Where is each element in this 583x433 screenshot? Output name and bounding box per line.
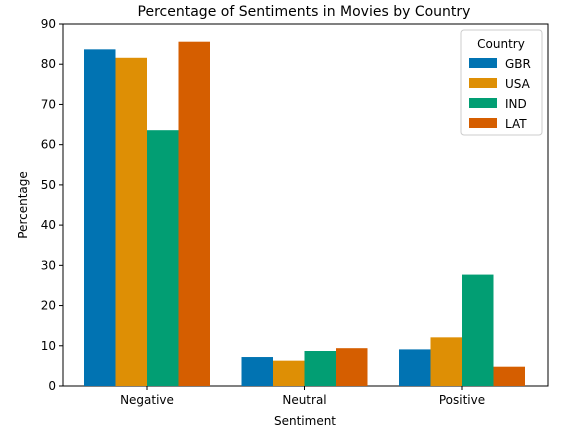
y-axis: 0 10 20 30 40 50 60 70 80 90 bbox=[41, 17, 63, 393]
x-axis: Negative Neutral Positive bbox=[120, 386, 485, 407]
bar-ind-positive bbox=[462, 274, 494, 386]
x-tick-label: Negative bbox=[120, 393, 174, 407]
legend-label-lat: LAT bbox=[505, 117, 527, 131]
y-axis-label: Percentage bbox=[16, 171, 30, 239]
bar-usa-neutral bbox=[273, 360, 305, 386]
plot-area: 0 10 20 30 40 50 60 70 80 90 Negative Neutral Posit… bbox=[41, 17, 549, 407]
legend-swatch-usa bbox=[469, 78, 497, 88]
y-tick-label: 70 bbox=[41, 97, 56, 111]
legend-swatch-lat bbox=[469, 118, 497, 128]
legend-swatch-gbr bbox=[469, 58, 497, 68]
legend-title: Country bbox=[477, 37, 525, 51]
legend-swatch-ind bbox=[469, 98, 497, 108]
bar-lat-negative bbox=[178, 41, 210, 386]
legend-box bbox=[460, 29, 543, 136]
legend-label-usa: USA bbox=[505, 77, 531, 91]
bar-ind-neutral bbox=[304, 351, 336, 386]
bar-usa-negative bbox=[115, 57, 147, 386]
chart-title: Percentage of Sentiments in Movies by Co… bbox=[138, 4, 471, 20]
y-tick-label: 30 bbox=[41, 258, 56, 272]
legend: Country GBR USA IND LAT bbox=[460, 29, 543, 136]
y-tick-label: 80 bbox=[41, 57, 56, 71]
bar-gbr-neutral bbox=[241, 357, 273, 386]
legend-label-gbr: GBR bbox=[505, 57, 531, 71]
y-tick-label: 0 bbox=[48, 379, 56, 393]
bar-gbr-negative bbox=[84, 49, 116, 387]
bars-layer bbox=[84, 41, 525, 387]
bar-lat-neutral bbox=[336, 348, 368, 386]
legend-items: GBR USA IND LAT bbox=[469, 57, 531, 131]
y-tick-label: 90 bbox=[41, 17, 56, 31]
x-tick-label: Positive bbox=[439, 393, 485, 407]
y-tick-label: 20 bbox=[41, 299, 56, 313]
x-tick-label: Neutral bbox=[282, 393, 326, 407]
y-tick-label: 60 bbox=[41, 138, 56, 152]
bar-gbr-positive bbox=[399, 349, 431, 386]
x-axis-label: Sentiment bbox=[274, 414, 336, 428]
legend-label-ind: IND bbox=[505, 97, 527, 111]
y-tick-label: 40 bbox=[41, 218, 56, 232]
y-tick-label: 50 bbox=[41, 178, 56, 192]
bar-lat-positive bbox=[493, 366, 525, 386]
y-tick-label: 10 bbox=[41, 339, 56, 353]
bar-usa-positive bbox=[430, 337, 462, 386]
bar-ind-negative bbox=[147, 130, 179, 386]
